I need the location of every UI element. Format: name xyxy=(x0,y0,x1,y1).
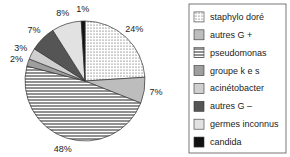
legend-label: staphylo doré xyxy=(210,12,264,22)
data-label: 2% xyxy=(10,54,23,64)
slice-group xyxy=(53,21,85,81)
legend-label: autres G + xyxy=(210,30,252,40)
data-label: 24% xyxy=(125,24,143,34)
legend-swatch xyxy=(194,83,204,93)
legend-label: autres G – xyxy=(210,101,252,111)
legend-label: candida xyxy=(210,137,242,147)
legend-label: acinétobacter xyxy=(210,83,264,93)
chart-root: 24%7%48%2%3%7%8%1%staphylo doréautres G … xyxy=(0,0,290,157)
legend-swatch-pattern xyxy=(194,48,204,58)
legend-swatch xyxy=(194,137,204,147)
data-label: 7% xyxy=(28,25,41,35)
data-label: 1% xyxy=(76,4,89,14)
legend-label: pseudomonas xyxy=(210,48,267,58)
legend-swatch xyxy=(194,101,204,111)
legend-label: germes inconnus xyxy=(210,119,279,129)
legend-swatch xyxy=(194,119,204,129)
data-label: 3% xyxy=(14,43,27,53)
legend-swatch xyxy=(194,66,204,76)
legend-swatch xyxy=(194,30,204,40)
chart: 24%7%48%2%3%7%8%1%staphylo doréautres G … xyxy=(0,0,290,157)
data-labels: 24%7%48%2%3%7%8%1% xyxy=(10,4,163,154)
slice-pattern xyxy=(85,21,145,81)
legend: staphylo doré autres G + pseudomonas groupe… xyxy=(189,4,286,153)
legend-swatch xyxy=(194,12,204,22)
legend-swatch xyxy=(194,48,204,58)
data-label: 48% xyxy=(54,144,72,154)
slice xyxy=(53,21,85,81)
legend-frame xyxy=(189,4,286,153)
slice xyxy=(81,21,85,81)
slice-group xyxy=(85,21,145,81)
slices xyxy=(25,21,145,141)
legend-swatch-pattern xyxy=(194,12,204,22)
data-label: 7% xyxy=(150,87,163,97)
slice xyxy=(85,21,145,81)
data-label: 8% xyxy=(56,8,69,18)
slice-group xyxy=(81,21,85,81)
legend-label: groupe k e s xyxy=(210,66,260,76)
